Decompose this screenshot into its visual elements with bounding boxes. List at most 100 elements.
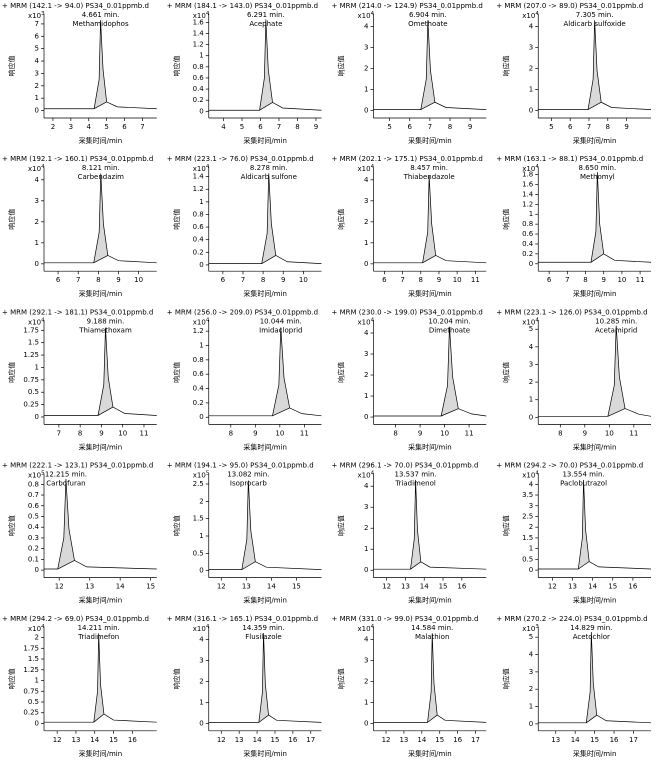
y-axis-label: 响应值: [172, 209, 181, 230]
y-tick-label: 0: [199, 567, 203, 575]
y-tick-label: 1.2: [193, 41, 204, 49]
x-tick-label: 11: [629, 429, 638, 437]
y-tick-label: 1: [199, 198, 203, 206]
x-tick-label: 6: [382, 276, 387, 284]
y-multiplier: x105: [193, 470, 210, 480]
x-tick-label: 12: [217, 736, 226, 744]
x-tick-label: 13: [242, 583, 251, 591]
chromatogram-line: [208, 633, 322, 723]
x-tick-label: 15: [590, 736, 599, 744]
y-tick-label: 0.6: [28, 502, 40, 510]
x-tick-label: 9: [314, 123, 318, 131]
y-tick-label: 0.5: [28, 388, 39, 396]
peak-label: 7.305 min.: [576, 11, 614, 19]
x-tick-label: 6: [547, 276, 552, 284]
y-tick-label: 0.75: [23, 687, 39, 695]
x-tick-label: 12: [382, 736, 391, 744]
y-tick-label: 3: [199, 656, 203, 664]
y-multiplier-base: x10: [193, 165, 206, 173]
chromatogram-line: [373, 20, 487, 110]
x-tick-label: 12: [217, 583, 226, 591]
integration-baseline: [259, 102, 273, 111]
x-axis-label: 采集时间/min: [408, 596, 452, 605]
y-tick-label: 0.4: [193, 236, 205, 244]
y-tick-label: 0.8: [522, 220, 533, 228]
chart-panel: + MRM (270.2 -> 224.0) PS34_0.01ppmb.dx1…: [496, 615, 652, 758]
y-multiplier: x104: [358, 11, 375, 21]
chart-title: + MRM (294.2 -> 70.0) PS34_0.01ppmb.d: [496, 462, 643, 470]
y-multiplier: x105: [28, 470, 45, 480]
peak-area: [258, 633, 269, 723]
x-axis-label: 采集时间/min: [79, 289, 123, 298]
y-multiplier: x104: [358, 317, 375, 327]
x-tick-label: 8: [78, 429, 82, 437]
integration-baseline: [272, 407, 290, 417]
y-tick-label: 5: [529, 325, 533, 333]
integration-baseline: [258, 714, 269, 723]
x-tick-label: 13: [568, 583, 577, 591]
y-tick-label: 1: [529, 545, 533, 553]
peak-area: [94, 20, 107, 109]
y-axis-label: 响应值: [7, 56, 16, 77]
y-tick-label: 0.75: [23, 376, 39, 384]
chromatogram-line: [373, 633, 487, 723]
x-tick-label: 7: [587, 123, 591, 131]
x-tick-label: 4: [87, 123, 92, 131]
y-tick-label: 4: [364, 635, 369, 643]
integration-baseline: [587, 101, 602, 110]
x-tick-label: 13: [235, 736, 244, 744]
y-tick-label: 2: [529, 685, 533, 693]
peak-label: 13.082 min.: [227, 471, 269, 479]
chart-panel: + MRM (184.1 -> 143.0) PS34_0.01ppmb.dx1…: [167, 2, 322, 145]
x-tick-label: 9: [281, 276, 285, 284]
integration-baseline: [422, 255, 436, 264]
x-tick-label: 9: [583, 429, 587, 437]
chromatogram-line: [538, 480, 652, 570]
chart-panel: + MRM (202.1 -> 175.1) PS34_0.01ppmb.dx1…: [332, 155, 487, 298]
y-tick-label: 1.4: [193, 173, 205, 181]
y-multiplier-exp: 4: [371, 11, 375, 17]
peak-label: 9.188 min.: [87, 317, 125, 325]
chart-panel: + MRM (294.2 -> 69.0) PS34_0.01ppmb.dx10…: [2, 615, 157, 758]
y-tick-label: 3: [529, 44, 533, 52]
x-tick-label: 8: [448, 123, 452, 131]
x-tick-label: 2: [51, 123, 55, 131]
peak-label: 14.829 min.: [570, 624, 612, 632]
y-multiplier-base: x10: [522, 12, 535, 20]
x-tick-label: 6: [568, 123, 573, 131]
chart-title: + MRM (223.1 -> 126.0) PS34_0.01ppmb.d: [496, 308, 647, 316]
chromatogram-line: [208, 173, 322, 264]
y-tick-label: 1: [529, 86, 533, 94]
chart-panel: + MRM (194.1 -> 95.0) PS34_0.01ppmb.dx10…: [167, 462, 322, 605]
x-tick-label: 7: [428, 123, 432, 131]
y-axis-label: 响应值: [172, 362, 181, 383]
y-multiplier-base: x10: [522, 165, 535, 173]
chart-panel: + MRM (214.0 -> 124.9) PS34_0.01ppmb.dx1…: [332, 2, 487, 145]
chromatogram-line: [373, 479, 487, 570]
y-multiplier-base: x10: [522, 318, 535, 326]
y-tick-label: 0: [199, 261, 203, 269]
x-tick-label: 11: [140, 429, 149, 437]
y-tick-label: 1.4: [193, 29, 205, 37]
x-axis-label: 采集时间/min: [573, 289, 617, 298]
y-multiplier-base: x10: [358, 165, 371, 173]
y-tick-label: 0: [199, 107, 203, 115]
y-multiplier-base: x10: [522, 472, 535, 480]
y-axis-label: 响应值: [501, 362, 510, 383]
y-multiplier-exp: 4: [41, 164, 45, 170]
chromatogram-line: [373, 175, 487, 264]
x-tick-label: 6: [258, 123, 263, 131]
peak-label: 4.661 min.: [82, 11, 120, 19]
x-tick-label: 10: [299, 276, 308, 284]
y-tick-label: 2: [364, 65, 368, 73]
x-tick-label: 7: [57, 429, 61, 437]
peak-area: [578, 480, 590, 570]
peak-label: 14.584 min.: [411, 624, 453, 632]
y-axis-label: 响应值: [7, 362, 16, 383]
y-tick-label: 1.5: [193, 515, 204, 523]
y-tick-label: 0: [529, 260, 533, 268]
y-multiplier-exp: 4: [371, 317, 375, 323]
y-axis-label: 响应值: [172, 515, 181, 536]
y-multiplier-base: x10: [522, 625, 535, 633]
y-tick-label: 2.5: [522, 512, 533, 520]
